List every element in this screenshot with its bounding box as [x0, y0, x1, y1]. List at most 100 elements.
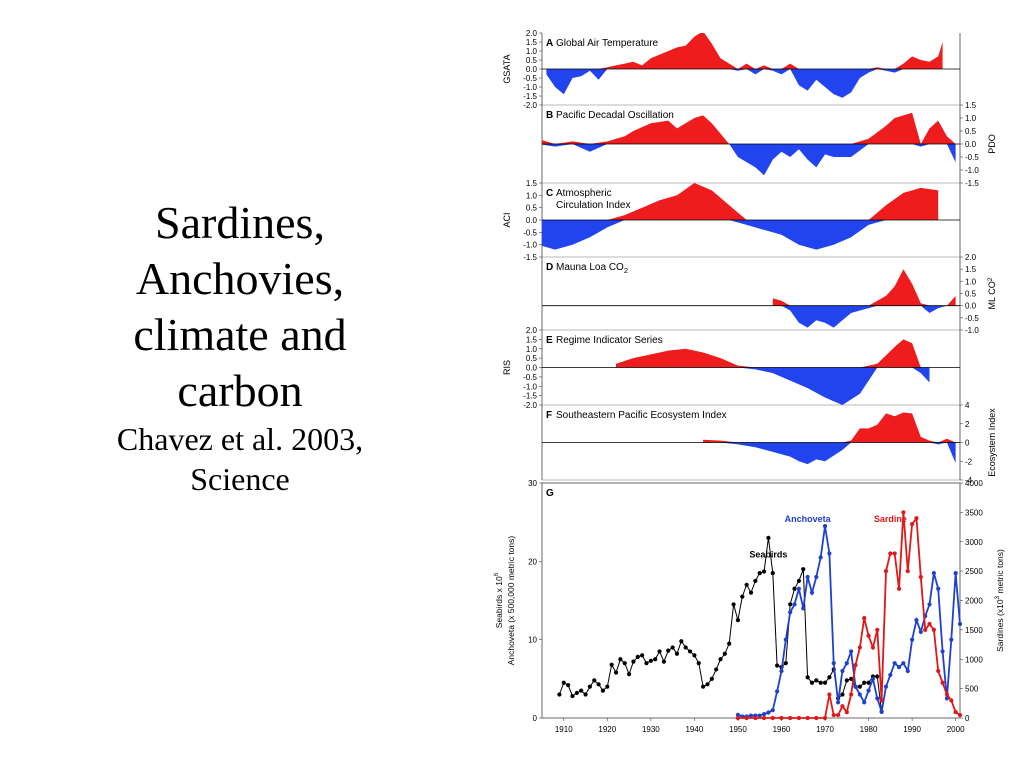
data-point	[840, 692, 845, 697]
data-point	[692, 653, 697, 658]
data-point	[875, 674, 880, 679]
y-tick-label: -4	[965, 476, 973, 485]
y-tick-label: 0.5	[965, 290, 977, 299]
data-point	[592, 678, 597, 683]
data-point	[796, 586, 801, 591]
negative-area	[542, 144, 956, 176]
data-point	[600, 688, 606, 693]
panel-f: F Southeastern Pacific Ecosystem Index 4 2 0…	[541, 401, 997, 485]
data-point	[705, 682, 710, 687]
y-tick-label: 0.0	[526, 65, 538, 74]
panel-e: E Regime Indicator Series2.01.51.00.50.0-…	[502, 326, 961, 410]
y-tick-label: -1.5	[523, 92, 537, 101]
positive-area	[542, 183, 939, 220]
y-axis-label: ACI	[502, 212, 512, 227]
y-tick-label: -1.5	[523, 392, 537, 401]
data-point	[840, 668, 845, 674]
title-line: climate and	[133, 309, 347, 360]
y-tick-label: 0	[533, 714, 538, 723]
y-axis-label: Ecosystem Index	[987, 408, 997, 477]
data-point	[566, 683, 571, 688]
data-point	[831, 661, 836, 666]
y-tick-label: 1.5	[526, 335, 538, 344]
data-point	[779, 715, 784, 721]
y-axis-label-right-part: Sardines (x10	[995, 599, 1005, 652]
data-point	[770, 708, 775, 713]
data-point	[814, 678, 819, 683]
data-point	[818, 555, 823, 560]
figure-svg: A Global Air Temperature2.01.51.00.50.0-0…	[493, 29, 1005, 734]
y-tick-label: -1.0	[523, 382, 537, 391]
y-tick-label: -2.0	[523, 401, 537, 410]
data-point	[805, 675, 810, 680]
y-tick-label: -1.0	[965, 166, 979, 175]
data-point	[857, 645, 862, 650]
y-tick-label: -2.0	[523, 101, 537, 110]
data-point	[914, 617, 919, 623]
y-tick-label: 1.0	[965, 114, 977, 123]
data-point	[931, 570, 936, 576]
data-point	[748, 713, 754, 718]
data-point	[579, 688, 584, 693]
panel-g: G 0 10 20 30 0 500 1000 1500 2000 2500 3000 3500 4000…	[493, 479, 1005, 734]
data-point	[866, 680, 871, 685]
data-point	[727, 641, 732, 646]
data-point	[901, 661, 906, 666]
data-point	[814, 574, 819, 580]
y-axis-label: PDO	[987, 134, 997, 154]
data-point	[805, 574, 810, 580]
y-tick-label: 1000	[965, 655, 983, 664]
title-line: Sardines,	[155, 197, 325, 248]
y-tick-label: 1.5	[526, 38, 538, 47]
data-point	[888, 672, 893, 678]
data-point	[718, 657, 723, 662]
y-axis-label-left: Anchoveta (x 500,000 metric tons)	[506, 536, 516, 666]
data-point	[862, 680, 867, 685]
y-tick-label: 0.0	[526, 216, 538, 225]
y-axis-label-right-part: metric tons)	[995, 549, 1005, 596]
data-point	[866, 688, 871, 693]
y-tick-label: 500	[965, 685, 979, 694]
panel-b: B Pacific Decadal Oscillation 1.5 1.0 0.5 0.0…	[541, 101, 997, 188]
data-point	[570, 693, 575, 699]
data-point	[770, 715, 775, 721]
data-point	[857, 684, 862, 689]
y-tick-label: 2.0	[965, 253, 977, 262]
panel-d: D Mauna Loa CO22.01.51.00.50.0-0.5-1.0ML …	[541, 253, 997, 335]
data-point	[910, 637, 915, 642]
data-point	[788, 715, 793, 721]
positive-area	[616, 339, 930, 368]
data-point	[748, 590, 754, 595]
data-point	[670, 645, 675, 650]
data-point	[896, 664, 902, 670]
citation-line: Chavez et al. 2003,	[116, 421, 364, 457]
data-point	[583, 692, 588, 697]
data-point	[914, 516, 919, 521]
data-point	[940, 680, 945, 685]
citation-line: Science	[190, 461, 290, 497]
data-point	[644, 661, 649, 666]
panel-letter: G	[546, 488, 554, 499]
x-tick-label: 1980	[860, 725, 878, 734]
positive-area	[542, 112, 956, 144]
y-tick-label: 0.0	[965, 302, 977, 311]
y-tick-label: 1500	[965, 626, 983, 635]
data-point	[587, 684, 592, 689]
data-point	[648, 658, 653, 663]
data-point	[735, 715, 741, 721]
data-point	[635, 654, 640, 660]
negative-area	[772, 305, 956, 328]
y-tick-label: 1.0	[526, 345, 538, 354]
negative-area	[703, 442, 956, 465]
data-point	[796, 578, 801, 584]
data-point	[783, 637, 788, 642]
data-point	[788, 602, 793, 607]
y-tick-label: 2	[965, 420, 970, 429]
panel-title: Global Air Temperature	[556, 38, 659, 49]
y-tick-label: 0.5	[965, 127, 977, 136]
data-point	[923, 627, 928, 632]
data-point	[918, 574, 923, 580]
data-point	[744, 715, 749, 721]
y-tick-label: -1.0	[965, 326, 979, 335]
